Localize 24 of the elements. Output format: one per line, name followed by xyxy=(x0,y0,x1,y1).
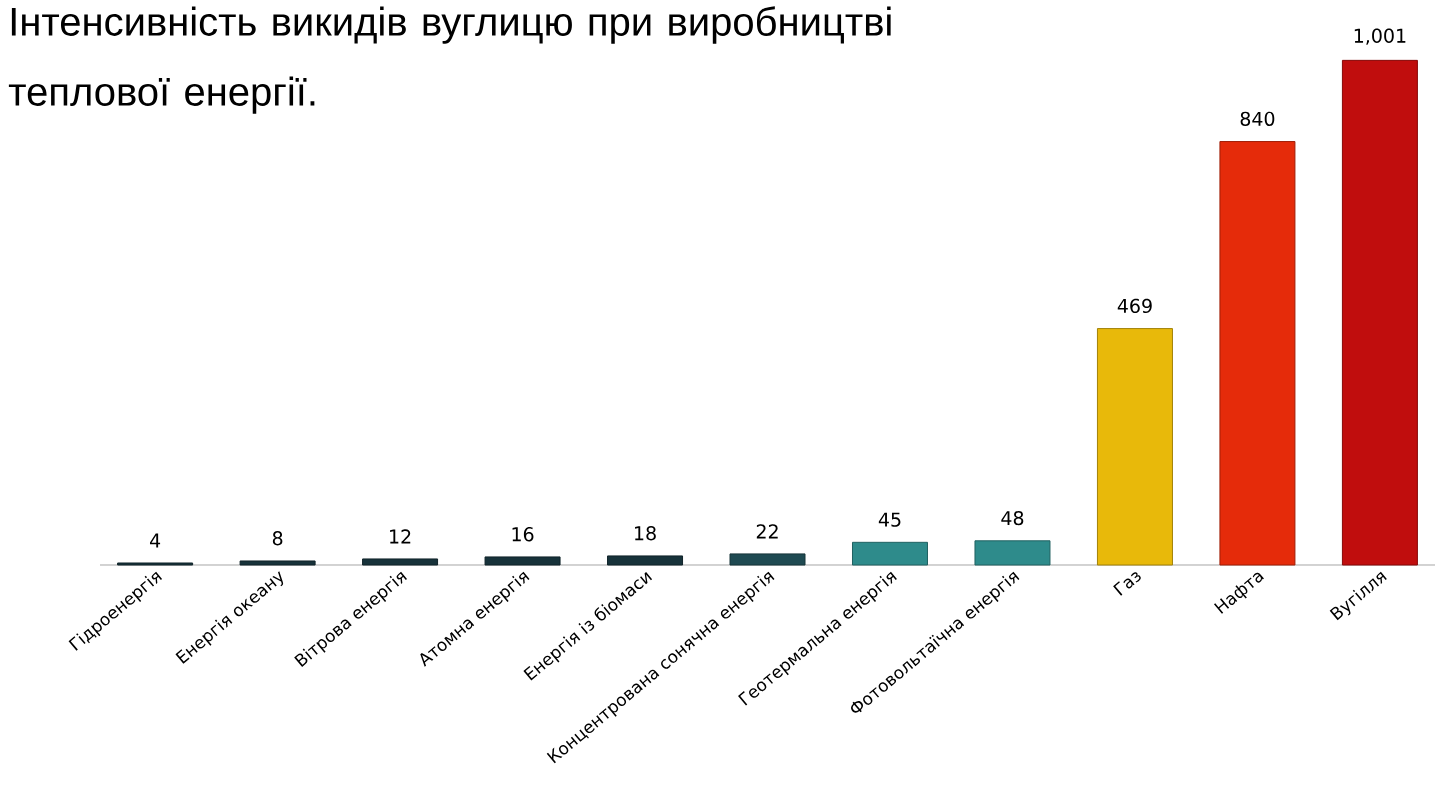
x-tick-label: Газ xyxy=(1113,572,1141,596)
data-label: 45 xyxy=(878,512,901,527)
data-label: 1,001 xyxy=(1354,28,1406,45)
bar xyxy=(1219,141,1296,566)
bar xyxy=(607,555,684,566)
bar xyxy=(974,540,1051,566)
bar xyxy=(1341,59,1418,566)
data-label: 16 xyxy=(512,527,534,542)
data-label: 12 xyxy=(390,529,411,544)
bar xyxy=(239,560,316,566)
bar xyxy=(484,556,561,566)
data-label: 8 xyxy=(272,531,283,546)
data-label: 840 xyxy=(1240,111,1275,127)
data-label: 18 xyxy=(635,526,656,541)
bar xyxy=(117,562,194,566)
data-label: 48 xyxy=(1001,510,1024,526)
data-label: 4 xyxy=(149,533,161,548)
bar xyxy=(362,558,439,566)
chart-title: Інтенсивність викидів вуглицю при виробництві теплової енергії. xyxy=(8,6,891,114)
data-label: 469 xyxy=(1117,298,1152,314)
bar xyxy=(851,541,928,566)
data-label: 22 xyxy=(756,524,778,539)
bar xyxy=(1096,328,1173,566)
bar xyxy=(729,553,806,566)
